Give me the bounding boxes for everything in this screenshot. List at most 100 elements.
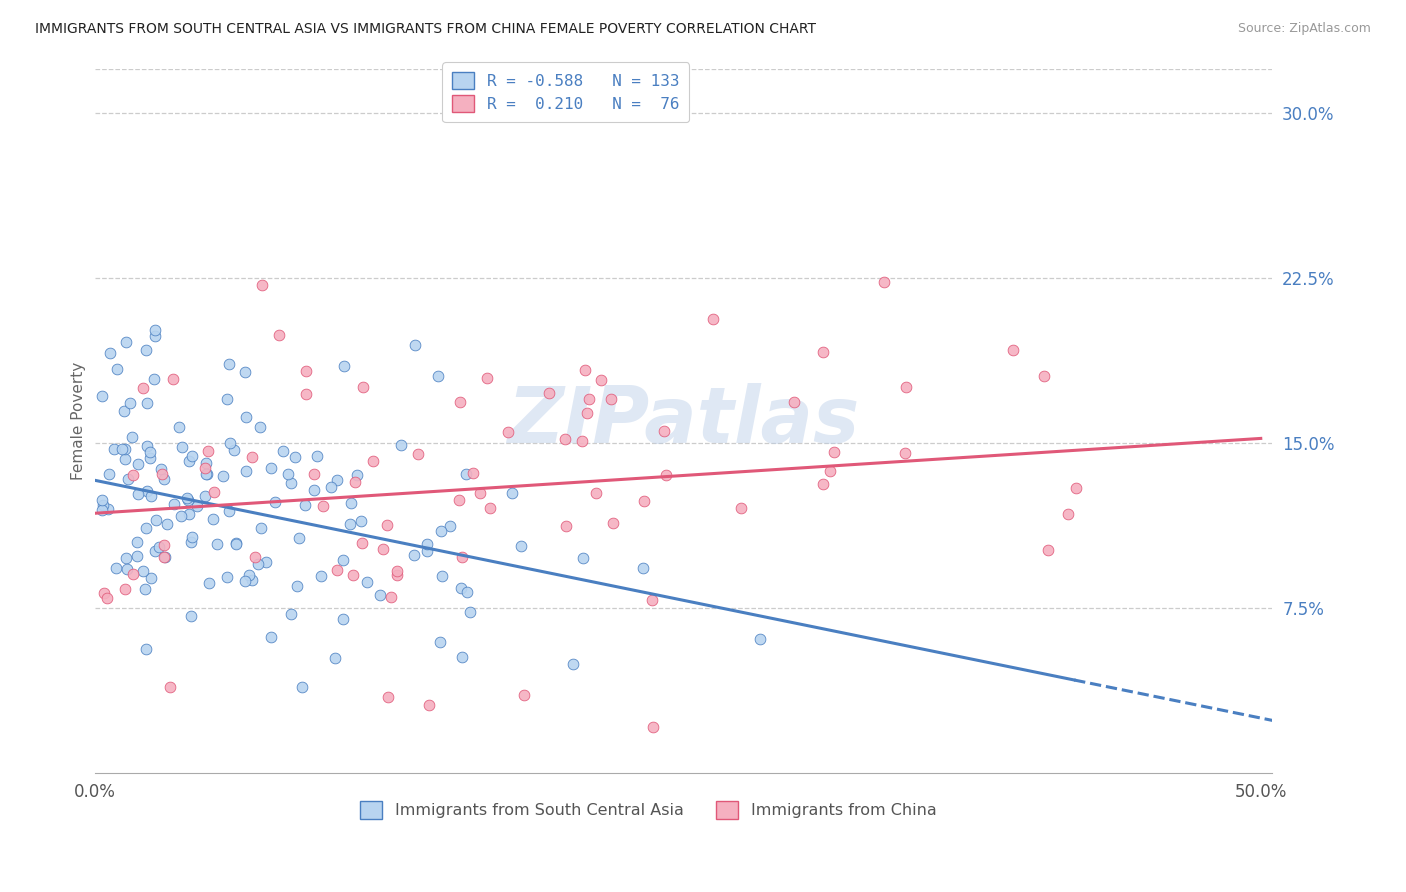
Point	[180, 450, 202, 464]
Point	[162, 372, 184, 386]
Point	[811, 345, 834, 359]
Point	[332, 553, 354, 567]
Point	[1066, 481, 1088, 495]
Point	[135, 483, 157, 498]
Point	[233, 574, 256, 589]
Point	[212, 468, 235, 483]
Point	[143, 323, 166, 337]
Point	[179, 454, 201, 468]
Point	[153, 550, 176, 565]
Point	[578, 392, 600, 406]
Point	[90, 389, 112, 403]
Point	[370, 588, 392, 602]
Point	[730, 500, 752, 515]
Point	[219, 436, 242, 450]
Point	[136, 396, 159, 410]
Point	[284, 450, 307, 465]
Point	[264, 495, 287, 509]
Point	[260, 460, 283, 475]
Point	[339, 516, 361, 531]
Point	[574, 363, 596, 377]
Point	[361, 454, 384, 468]
Point	[139, 444, 162, 458]
Point	[177, 493, 200, 508]
Point	[479, 501, 502, 516]
Point	[291, 680, 314, 694]
Point	[377, 690, 399, 705]
Point	[894, 446, 917, 460]
Point	[447, 492, 470, 507]
Point	[823, 444, 845, 458]
Point	[269, 327, 291, 342]
Point	[204, 485, 226, 500]
Point	[240, 573, 263, 587]
Point	[180, 534, 202, 549]
Point	[152, 550, 174, 565]
Text: Source: ZipAtlas.com: Source: ZipAtlas.com	[1237, 22, 1371, 36]
Point	[135, 521, 157, 535]
Point	[225, 537, 247, 551]
Point	[105, 561, 128, 575]
Point	[463, 466, 485, 480]
Point	[260, 631, 283, 645]
Point	[97, 467, 120, 482]
Point	[748, 632, 770, 647]
Point	[148, 540, 170, 554]
Point	[418, 698, 440, 713]
Point	[170, 440, 193, 454]
Point	[177, 507, 200, 521]
Point	[90, 502, 112, 516]
Point	[132, 380, 155, 394]
Point	[288, 531, 311, 545]
Point	[352, 379, 374, 393]
Point	[235, 464, 257, 478]
Point	[380, 590, 402, 604]
Point	[139, 571, 162, 585]
Point	[201, 512, 224, 526]
Point	[96, 591, 118, 605]
Point	[250, 277, 273, 292]
Point	[249, 420, 271, 434]
Point	[571, 434, 593, 448]
Point	[194, 460, 217, 475]
Point	[346, 468, 368, 483]
Point	[430, 524, 453, 538]
Point	[631, 561, 654, 575]
Point	[554, 518, 576, 533]
Point	[139, 450, 162, 465]
Point	[1032, 369, 1054, 384]
Point	[783, 394, 806, 409]
Point	[894, 380, 917, 394]
Point	[142, 372, 165, 386]
Point	[350, 514, 373, 528]
Point	[332, 612, 354, 626]
Point	[235, 366, 257, 380]
Point	[127, 534, 149, 549]
Point	[132, 564, 155, 578]
Point	[818, 464, 841, 478]
Point	[115, 550, 138, 565]
Point	[169, 509, 191, 524]
Point	[510, 539, 533, 553]
Point	[575, 406, 598, 420]
Point	[143, 543, 166, 558]
Point	[143, 328, 166, 343]
Point	[256, 555, 278, 569]
Point	[439, 518, 461, 533]
Point	[323, 651, 346, 665]
Point	[159, 680, 181, 694]
Point	[640, 593, 662, 607]
Point	[513, 688, 536, 702]
Point	[222, 442, 245, 457]
Point	[1002, 343, 1025, 358]
Point	[652, 425, 675, 439]
Point	[304, 483, 326, 498]
Point	[537, 385, 560, 400]
Point	[121, 430, 143, 444]
Point	[342, 568, 364, 582]
Point	[180, 530, 202, 544]
Point	[633, 494, 655, 508]
Point	[198, 575, 221, 590]
Point	[112, 404, 135, 418]
Point	[121, 567, 143, 582]
